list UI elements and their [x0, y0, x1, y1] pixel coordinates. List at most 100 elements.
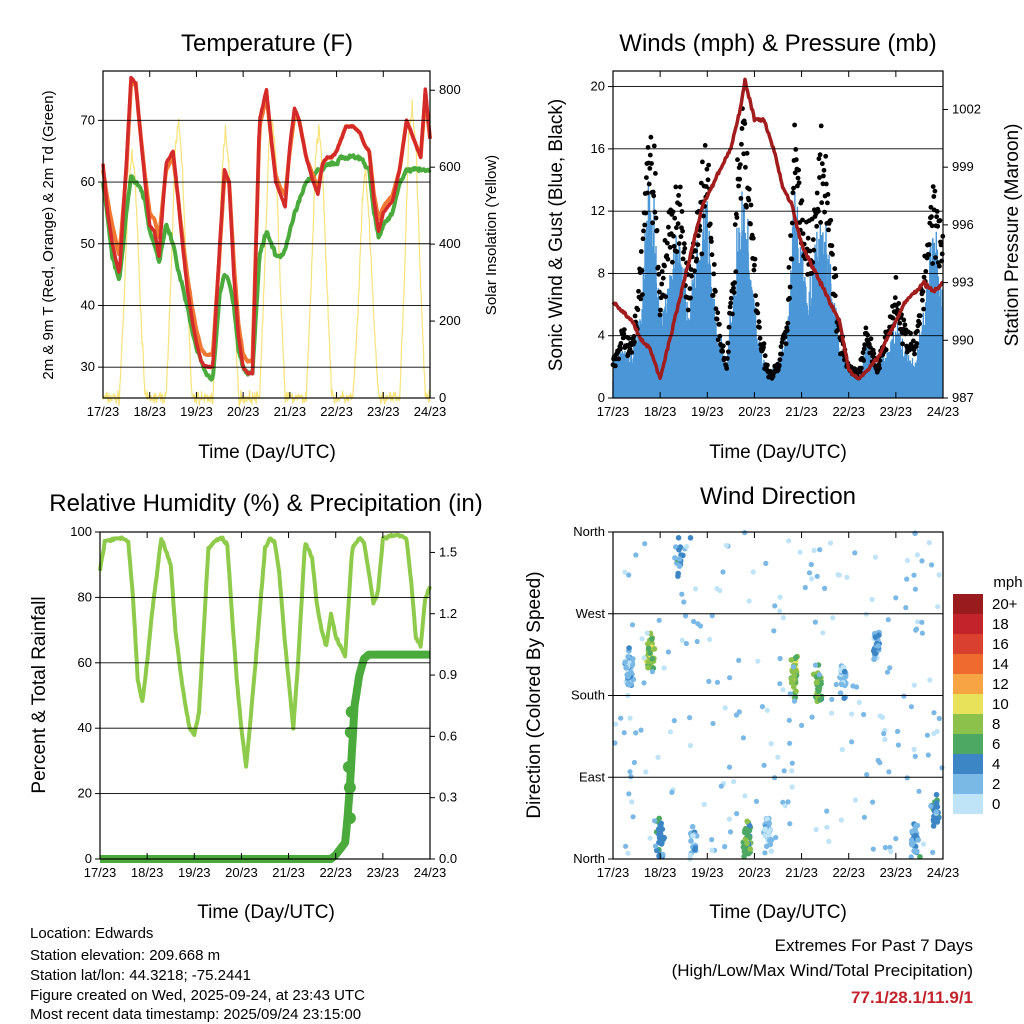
gust-point — [699, 251, 705, 257]
gust-point — [752, 256, 758, 262]
x-tick-label: 23/23 — [367, 865, 400, 880]
y2-tick-label: 400 — [439, 236, 461, 251]
direction-point — [669, 789, 675, 796]
extremes: Extremes For Past 7 Days (High/Low/Max W… — [672, 936, 973, 1007]
legend-swatch — [953, 594, 983, 614]
direction-point — [812, 662, 819, 668]
gust-point — [799, 198, 805, 204]
gust-point — [783, 341, 789, 347]
direction-point — [780, 687, 786, 693]
direction-point — [870, 846, 876, 852]
legend-title: mph — [993, 574, 1022, 591]
gust-point — [800, 217, 805, 223]
gust-point — [793, 147, 799, 152]
direction-point — [872, 554, 879, 560]
y2-tick-label: 993 — [952, 275, 974, 290]
direction-point — [882, 844, 889, 851]
gust-point — [795, 175, 801, 181]
direction-point — [722, 705, 728, 711]
gust-point — [667, 244, 673, 250]
direction-point — [935, 604, 941, 610]
gust-point — [748, 221, 753, 227]
y-tick-label: 60 — [81, 174, 95, 189]
direction-point — [830, 615, 836, 621]
legend-swatch — [953, 754, 983, 774]
direction-point — [726, 764, 733, 770]
gust-point — [825, 200, 830, 206]
direction-point — [683, 613, 689, 619]
temperature-frame — [102, 70, 431, 399]
x-tick-label: 24/23 — [414, 404, 447, 419]
direction-point — [649, 669, 656, 675]
direction-point — [649, 655, 656, 662]
gust-point — [934, 214, 939, 220]
direction-point — [623, 843, 629, 849]
direction-point — [820, 630, 826, 636]
direction-point — [746, 822, 753, 829]
direction-point — [649, 636, 655, 642]
direction-point — [863, 611, 869, 617]
direction-point — [833, 681, 839, 688]
x-tick-label: 23/23 — [880, 865, 913, 880]
y2-tick-label: 600 — [439, 159, 461, 174]
direction-point — [837, 690, 844, 696]
direction-point — [790, 664, 797, 670]
gust-point — [680, 228, 685, 234]
gust-point — [788, 233, 793, 239]
direction-point — [914, 848, 920, 854]
gust-point — [818, 220, 823, 225]
x-tick-label: 22/23 — [320, 404, 353, 419]
direction-point — [727, 675, 733, 681]
gust-point — [933, 255, 938, 260]
direction-point — [882, 736, 888, 743]
direction-point — [826, 838, 832, 845]
legend-swatch — [953, 674, 983, 694]
gust-point — [912, 351, 917, 357]
x-tick-label: 20/23 — [225, 865, 258, 880]
direction-point — [687, 535, 694, 541]
rainfall-point — [342, 761, 355, 773]
direction-point — [709, 613, 715, 619]
direction-point — [912, 586, 919, 592]
direction-point — [936, 715, 942, 722]
gust-point — [731, 290, 737, 295]
gust-point — [829, 243, 835, 249]
gust-point — [791, 185, 796, 191]
gust-point — [704, 166, 710, 172]
legend-label: 16 — [992, 636, 1009, 653]
gust-point — [897, 320, 903, 326]
gust-point — [784, 328, 790, 333]
gust-point — [724, 366, 730, 371]
total-rainfall-line — [96, 650, 434, 863]
direction-point — [872, 634, 879, 640]
gust-point — [662, 263, 667, 269]
gust-point — [677, 184, 683, 190]
gust-point — [663, 294, 668, 300]
direction-point — [655, 754, 661, 761]
y2-tick-label: 1002 — [952, 101, 981, 116]
y-tick-label: 20 — [591, 79, 605, 94]
gust-point — [657, 289, 662, 295]
direction-point — [638, 727, 644, 733]
gust-point — [713, 306, 719, 312]
direction-point — [895, 742, 902, 748]
direction-point — [727, 829, 734, 835]
gust-point — [654, 228, 660, 233]
direction-point — [641, 655, 647, 661]
gust-point — [638, 249, 644, 254]
direction-point — [693, 586, 699, 592]
humidity-ticks: 0 20 40 60 80 100 0.0 0.3 0.6 0.9 1.2 1.5 17/23 18/23… — [70, 524, 457, 880]
gust-point — [649, 161, 654, 166]
direction-point — [814, 573, 820, 579]
direction-point — [626, 572, 632, 578]
gust-point — [814, 190, 820, 196]
direction-point — [809, 714, 815, 720]
direction-point — [788, 679, 795, 686]
direction-point — [790, 684, 797, 690]
direction-point — [886, 769, 892, 775]
winds-ylabel: Sonic Wind & Gust (Blue, Black) — [546, 99, 567, 371]
legend-label: 2 — [992, 776, 1000, 793]
x-tick-label: 20/23 — [227, 404, 260, 419]
direction-point — [934, 728, 940, 735]
